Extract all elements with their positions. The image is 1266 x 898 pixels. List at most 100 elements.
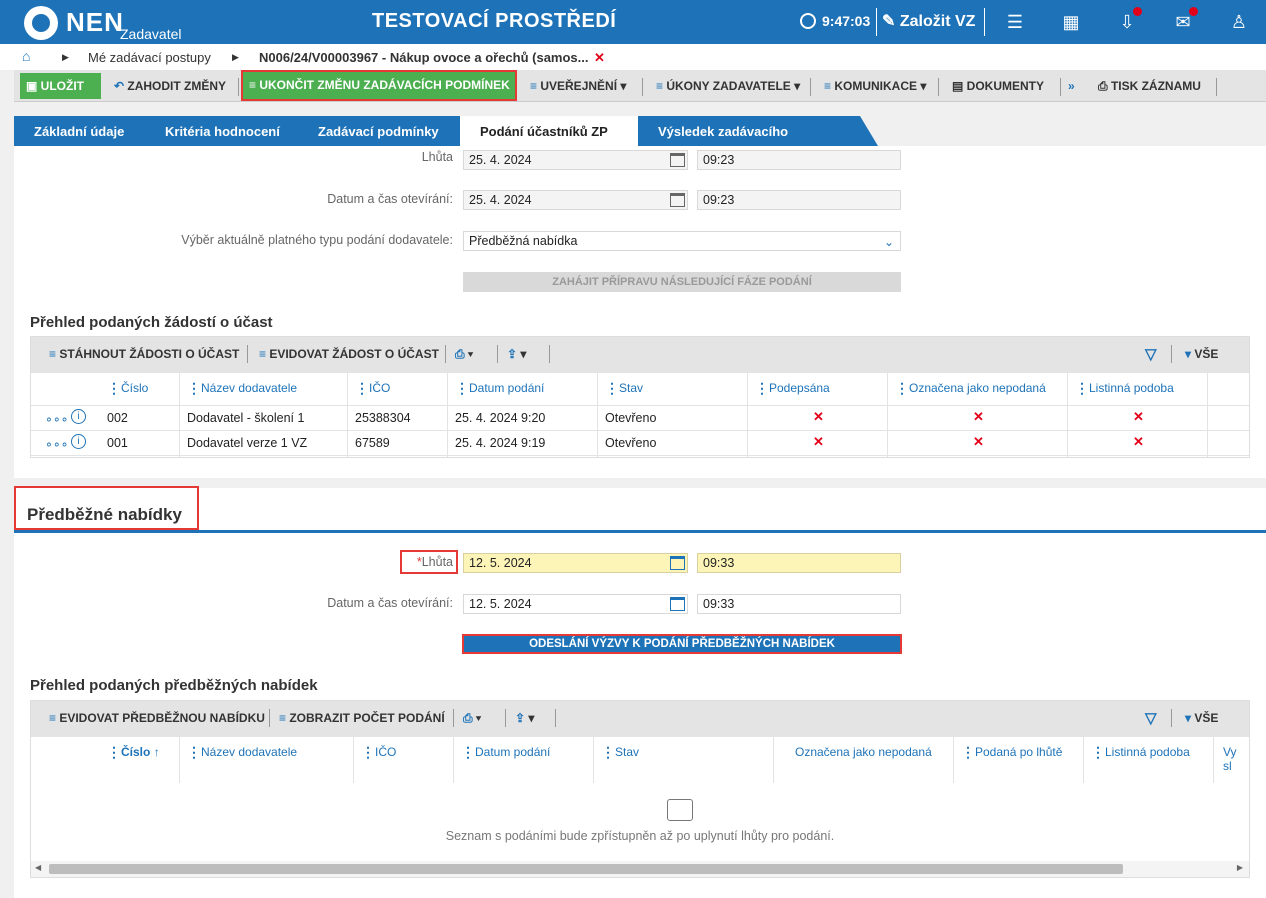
inbox-icon[interactable]: ⇩	[1116, 7, 1142, 33]
more-icon[interactable]: »	[1068, 79, 1075, 93]
offer-opening-date-input[interactable]: 12. 5. 2024	[463, 594, 688, 614]
column-menu-icon[interactable]: ⋮	[107, 380, 121, 396]
col-number[interactable]: Číslo	[121, 381, 149, 395]
filter-icon[interactable]: ▽	[1145, 710, 1157, 727]
col-date[interactable]: Datum podání	[475, 745, 551, 759]
export-menu[interactable]: ⇪ ▾	[515, 711, 535, 725]
nen-logo-icon[interactable]	[24, 6, 58, 40]
tab-result[interactable]: Výsledek zadávacího postupu	[638, 116, 878, 171]
opening-date-input[interactable]: 25. 4. 2024	[463, 190, 688, 210]
column-menu-icon[interactable]: ⋮	[1091, 744, 1105, 760]
close-icon[interactable]: ✕	[594, 50, 605, 65]
record-offer-button[interactable]: ≡ EVIDOVAT PŘEDBĚŽNOU NABÍDKU	[49, 711, 265, 725]
column-menu-icon[interactable]: ⋮	[187, 380, 201, 396]
mail-icon[interactable]: ✉	[1172, 7, 1198, 33]
col-ico[interactable]: IČO	[375, 745, 397, 759]
deadline-date-input[interactable]: 25. 4. 2024	[463, 150, 688, 170]
row-actions-icon[interactable]: ∘∘∘	[45, 437, 69, 451]
tab-basic-info[interactable]: Základní údaje	[14, 116, 164, 146]
calendar-icon[interactable]	[670, 556, 685, 570]
cell-number[interactable]: 002	[107, 411, 128, 425]
horizontal-scrollbar[interactable]: ◀ ▶	[31, 861, 1249, 877]
col-paper[interactable]: Listinná podoba	[1089, 381, 1174, 395]
col-not-submitted[interactable]: Označena jako nepodaná	[795, 745, 932, 759]
col-ico[interactable]: IČO	[369, 381, 391, 395]
breadcrumb-item[interactable]: Mé zadávací postupy	[88, 50, 211, 65]
filter-icon[interactable]: ▽	[1145, 346, 1157, 363]
column-menu-icon[interactable]: ⋮	[755, 380, 769, 396]
col-supplier[interactable]: Název dodavatele	[201, 381, 298, 395]
column-menu-icon[interactable]: ⋮	[107, 744, 121, 760]
column-menu-icon[interactable]: ⋮	[1075, 380, 1089, 396]
show-count-button[interactable]: ≡ ZOBRAZIT POČET PODÁNÍ	[279, 711, 445, 725]
breadcrumb-current[interactable]: N006/24/V00003967 - Nákup ovoce a ořechů…	[259, 50, 589, 65]
cell-ico[interactable]: 25388304	[355, 411, 411, 425]
column-menu-icon[interactable]: ⋮	[361, 744, 375, 760]
scroll-left-icon[interactable]: ◀	[35, 863, 42, 872]
offer-opening-time-input[interactable]: 09:33	[697, 594, 901, 614]
row-actions-icon[interactable]: ∘∘∘	[45, 412, 69, 426]
cell-ico[interactable]: 67589	[355, 436, 390, 450]
column-menu-icon[interactable]: ⋮	[455, 380, 469, 396]
tab-conditions[interactable]: Zadávací podmínky	[298, 116, 480, 146]
create-vz-button[interactable]: ✎ Založit VZ	[882, 11, 975, 31]
col-number[interactable]: Číslo ↑	[121, 745, 160, 759]
print-menu[interactable]: ⎙ ▾	[463, 711, 481, 725]
cell-state[interactable]: Otevřeno	[605, 411, 657, 425]
tab-submissions[interactable]: Podání účastníků ZP	[460, 116, 656, 146]
column-menu-icon[interactable]: ⋮	[605, 380, 619, 396]
col-paper[interactable]: Listinná podoba	[1105, 745, 1190, 759]
end-change-button[interactable]: ≡ UKONČIT ZMĚNU ZADÁVACÍCH PODMÍNEK	[241, 70, 517, 101]
home-icon[interactable]: ⌂	[22, 48, 31, 64]
cell-supplier[interactable]: Dodavatel verze 1 VZ	[187, 436, 308, 450]
send-invitation-button[interactable]: ODESLÁNÍ VÝZVY K PODÁNÍ PŘEDBĚŽNÝCH NABÍ…	[462, 634, 902, 654]
user-icon[interactable]: ♙	[1230, 12, 1248, 32]
scroll-right-icon[interactable]: ▶	[1236, 863, 1243, 872]
discard-button[interactable]: ↶ ZAHODIT ZMĚNY	[108, 73, 232, 99]
column-menu-icon[interactable]: ⋮	[461, 744, 475, 760]
info-icon[interactable]: i	[71, 409, 86, 424]
scrollbar-thumb[interactable]	[49, 864, 1123, 874]
col-late[interactable]: Podaná po lhůtě	[975, 745, 1063, 759]
calendar-icon[interactable]: ▦	[1062, 12, 1080, 32]
communication-menu[interactable]: ≡ KOMUNIKACE ▾	[818, 73, 932, 99]
record-request-button[interactable]: ≡ EVIDOVAT ŽÁDOST O ÚČAST	[259, 347, 439, 361]
col-not-submitted[interactable]: Označena jako nepodaná	[909, 381, 1046, 395]
column-menu-icon[interactable]: ⋮	[355, 380, 369, 396]
calendar-icon[interactable]	[670, 193, 685, 207]
print-button[interactable]: ⎙ TISK ZÁZNAMU	[1092, 73, 1207, 99]
col-state[interactable]: Stav	[619, 381, 644, 395]
all-toggle[interactable]: ▾ VŠE	[1185, 711, 1218, 725]
publish-menu[interactable]: ≡ UVEŘEJNĚNÍ ▾	[524, 73, 632, 99]
column-menu-icon[interactable]: ⋮	[601, 744, 615, 760]
export-menu[interactable]: ⇪ ▾	[507, 347, 527, 361]
menu-icon[interactable]: ☰	[1006, 12, 1024, 32]
column-menu-icon[interactable]: ⋮	[961, 744, 975, 760]
col-date[interactable]: Datum podání	[469, 381, 545, 395]
calendar-icon[interactable]	[670, 153, 685, 167]
cell-state[interactable]: Otevřeno	[605, 436, 657, 450]
tab-criteria[interactable]: Kritéria hodnocení	[145, 116, 319, 146]
calendar-icon[interactable]	[670, 597, 685, 611]
all-toggle[interactable]: ▾ VŠE	[1185, 347, 1218, 361]
col-signed[interactable]: Podepsána	[769, 381, 830, 395]
documents-button[interactable]: ▤ DOKUMENTY	[946, 73, 1050, 99]
actions-menu[interactable]: ≡ ÚKONY ZADAVATELE ▾	[650, 73, 806, 99]
info-icon[interactable]: i	[71, 434, 86, 449]
column-menu-icon[interactable]: ⋮	[895, 380, 909, 396]
deadline-time-input[interactable]: 09:23	[697, 150, 901, 170]
save-button[interactable]: ▣ ULOŽIT	[20, 73, 101, 99]
download-requests-button[interactable]: ≡ STÁHNOUT ŽÁDOSTI O ÚČAST	[49, 347, 239, 361]
opening-time-input[interactable]: 09:23	[697, 190, 901, 210]
cell-supplier[interactable]: Dodavatel - školení 1	[187, 411, 305, 425]
start-next-phase-button[interactable]: ZAHÁJIT PŘÍPRAVU NÁSLEDUJÍCÍ FÁZE PODÁNÍ	[463, 272, 901, 292]
cell-number[interactable]: 001	[107, 436, 128, 450]
offer-deadline-time-input[interactable]: 09:33	[697, 553, 901, 573]
submission-type-select[interactable]: Předběžná nabídka ⌄	[463, 231, 901, 251]
col-truncated[interactable]: Vy sl	[1223, 745, 1237, 773]
col-supplier[interactable]: Název dodavatele	[201, 745, 298, 759]
offer-deadline-date-input[interactable]: 12. 5. 2024	[463, 553, 688, 573]
col-state[interactable]: Stav	[615, 745, 640, 759]
print-menu[interactable]: ⎙ ▾	[455, 347, 473, 361]
cell-date[interactable]: 25. 4. 2024 9:19	[455, 436, 546, 450]
